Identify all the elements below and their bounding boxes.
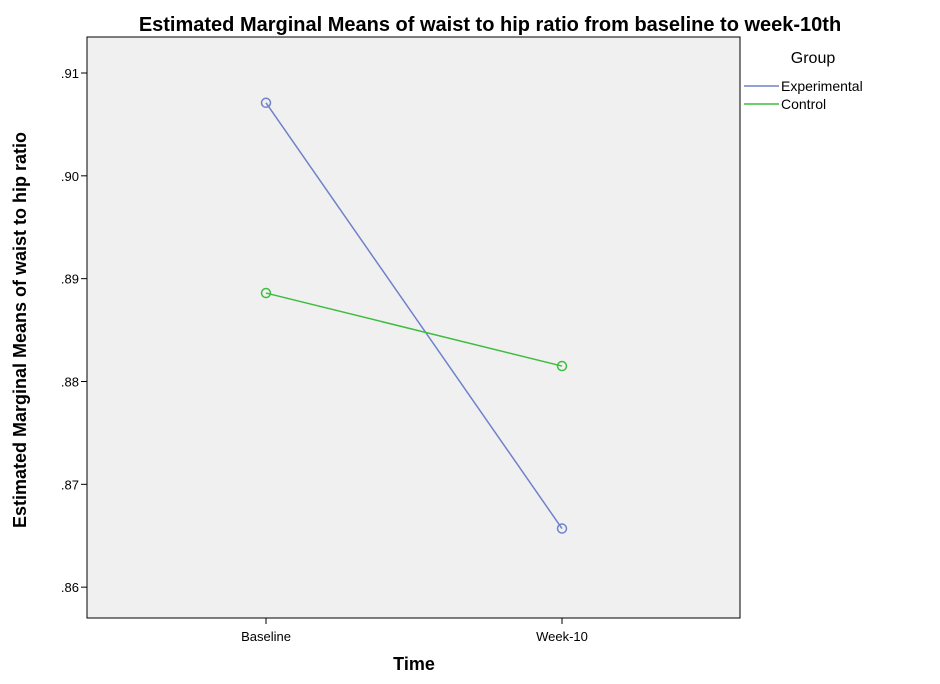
y-tick-label: .86 <box>61 580 79 595</box>
y-tick-label: .89 <box>61 272 79 287</box>
legend-title: Group <box>791 50 836 67</box>
y-axis: .86 .87 .88 .89 .90 .91 <box>61 66 87 595</box>
data-point-control <box>260 287 272 299</box>
series-line-control <box>265 292 563 367</box>
legend-item-label: Control <box>781 96 826 112</box>
x-tick-label: Week-10 <box>536 629 588 644</box>
y-tick-label: .87 <box>61 477 79 492</box>
y-axis-title: Estimated Marginal Means of waist to hip… <box>10 132 30 528</box>
data-point-experimental <box>260 97 272 109</box>
series-line-experimental <box>265 102 563 529</box>
series-layer <box>260 97 568 534</box>
data-point-control <box>556 360 568 372</box>
legend: Group Experimental Control <box>744 50 863 112</box>
y-tick-label: .88 <box>61 374 79 389</box>
chart-title: Estimated Marginal Means of waist to hip… <box>139 14 841 36</box>
data-point-experimental <box>556 523 568 534</box>
legend-item-label: Experimental <box>781 78 863 94</box>
x-axis-title: Time <box>393 654 435 674</box>
x-axis: Baseline Week-10 <box>241 618 588 644</box>
plot-area <box>86 36 741 619</box>
y-tick-label: .90 <box>61 169 79 184</box>
x-tick-label: Baseline <box>241 629 291 644</box>
y-tick-label: .91 <box>61 66 79 81</box>
